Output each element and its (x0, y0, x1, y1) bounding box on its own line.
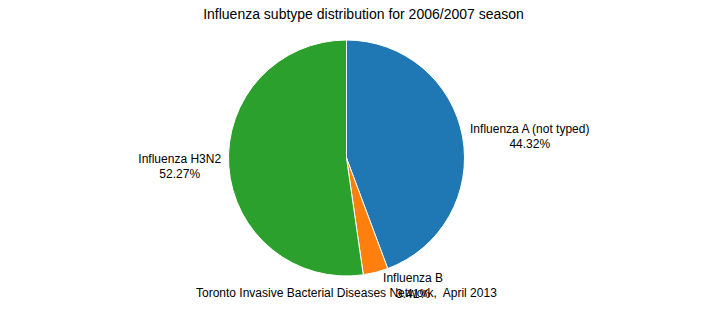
svg-text:Toronto Invasive Bacterial Dis: Toronto Invasive Bacterial Diseases Netw… (196, 286, 497, 300)
svg-text:Influenza H3N252.27%: Influenza H3N252.27% (138, 152, 221, 182)
svg-text:Influenza B3.41%: Influenza B3.41% (383, 271, 443, 301)
svg-text:Influenza A (not typed)44.32%: Influenza A (not typed)44.32% (470, 122, 589, 152)
svg-text:Influenza subtype distribution: Influenza subtype distribution for 2006/… (203, 6, 524, 22)
